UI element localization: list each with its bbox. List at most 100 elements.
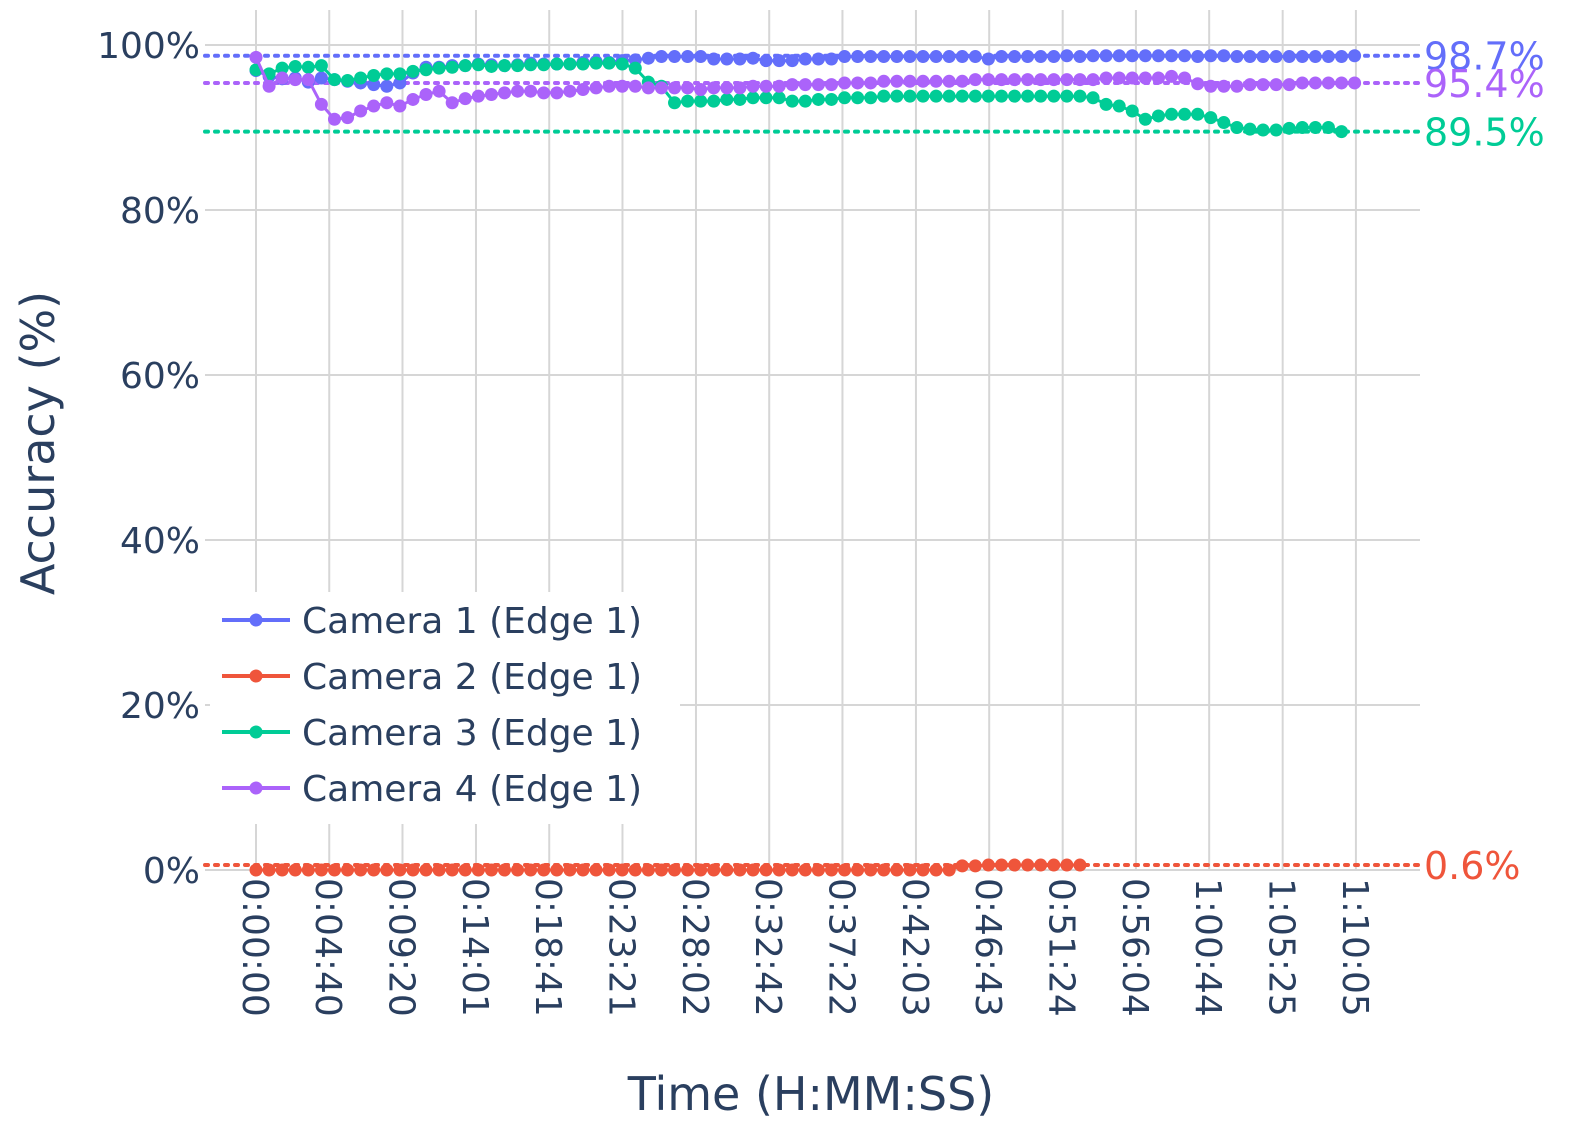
- data-point: [250, 864, 263, 877]
- x-tick-label: 0:09:20: [380, 878, 421, 1017]
- data-point: [1230, 80, 1243, 93]
- data-point: [851, 91, 864, 104]
- data-point: [1021, 73, 1034, 86]
- data-point: [511, 864, 524, 877]
- data-point: [603, 80, 616, 93]
- data-point: [1073, 50, 1086, 63]
- data-point: [1139, 113, 1152, 126]
- data-point: [864, 76, 877, 89]
- data-point: [799, 78, 812, 91]
- data-point: [890, 75, 903, 88]
- data-point: [498, 86, 511, 99]
- data-point: [1008, 90, 1021, 103]
- final-value-label: 89.5%: [1424, 111, 1545, 155]
- data-point: [668, 50, 681, 63]
- data-point: [812, 93, 825, 106]
- data-point: [485, 60, 498, 73]
- data-point: [433, 62, 446, 75]
- data-point: [838, 76, 851, 89]
- data-point: [969, 73, 982, 86]
- data-point: [982, 859, 995, 872]
- data-point: [472, 864, 485, 877]
- data-point: [1165, 70, 1178, 83]
- x-tick-label: 0:42:03: [894, 878, 935, 1017]
- y-tick-label: 80%: [120, 191, 200, 232]
- data-point: [354, 864, 367, 877]
- data-point: [590, 864, 603, 877]
- data-point: [524, 85, 537, 98]
- data-point: [930, 50, 943, 63]
- data-point: [1060, 90, 1073, 103]
- data-point: [485, 864, 498, 877]
- data-point: [1243, 78, 1256, 91]
- data-point: [720, 53, 733, 66]
- data-point: [537, 86, 550, 99]
- data-point: [616, 57, 629, 70]
- data-point: [289, 864, 302, 877]
- x-tick-label: 0:32:42: [747, 878, 788, 1017]
- y-axis-title: Accuracy (%): [11, 291, 65, 595]
- legend-label: Camera 1 (Edge 1): [302, 601, 642, 642]
- data-point: [1243, 123, 1256, 136]
- data-point: [812, 78, 825, 91]
- data-point: [472, 90, 485, 103]
- y-tick-label: 0%: [143, 851, 200, 892]
- data-point: [668, 81, 681, 94]
- data-point: [380, 96, 393, 109]
- data-point: [1126, 105, 1139, 118]
- data-point: [720, 864, 733, 877]
- data-point: [1047, 859, 1060, 872]
- data-point: [1113, 49, 1126, 62]
- data-point: [1100, 72, 1113, 85]
- data-point: [1021, 859, 1034, 872]
- data-point: [903, 75, 916, 88]
- data-point: [629, 864, 642, 877]
- data-point: [1047, 90, 1060, 103]
- data-point: [864, 864, 877, 877]
- data-point: [576, 83, 589, 96]
- data-point: [302, 61, 315, 74]
- data-point: [563, 57, 576, 70]
- data-point: [903, 864, 916, 877]
- data-point: [433, 85, 446, 98]
- data-point: [746, 91, 759, 104]
- data-point: [406, 93, 419, 106]
- legend-swatch-marker: [250, 782, 263, 795]
- data-point: [302, 864, 315, 877]
- data-point: [995, 859, 1008, 872]
- data-point: [694, 50, 707, 63]
- data-point: [1047, 50, 1060, 63]
- data-point: [563, 864, 576, 877]
- data-point: [969, 90, 982, 103]
- data-point: [917, 90, 930, 103]
- data-point: [917, 50, 930, 63]
- data-point: [773, 54, 786, 67]
- data-point: [1335, 76, 1348, 89]
- data-point: [956, 859, 969, 872]
- data-point: [642, 52, 655, 65]
- data-point: [1073, 73, 1086, 86]
- data-point: [799, 864, 812, 877]
- data-point: [420, 864, 433, 877]
- data-point: [877, 50, 890, 63]
- data-point: [1348, 76, 1361, 89]
- data-point: [1100, 98, 1113, 111]
- x-tick-label: 0:23:21: [600, 878, 641, 1017]
- data-point: [276, 72, 289, 85]
- legend-label: Camera 3 (Edge 1): [302, 713, 642, 754]
- data-point: [1087, 91, 1100, 104]
- data-point: [289, 73, 302, 86]
- data-point: [838, 91, 851, 104]
- data-point: [1283, 122, 1296, 135]
- x-tick-label: 0:28:02: [674, 878, 715, 1017]
- data-point: [982, 90, 995, 103]
- data-point: [315, 98, 328, 111]
- data-point: [263, 864, 276, 877]
- data-point: [707, 81, 720, 94]
- data-point: [420, 88, 433, 101]
- data-point: [498, 59, 511, 72]
- data-point: [825, 93, 838, 106]
- data-point: [943, 75, 956, 88]
- data-point: [1270, 123, 1283, 136]
- data-point: [877, 864, 890, 877]
